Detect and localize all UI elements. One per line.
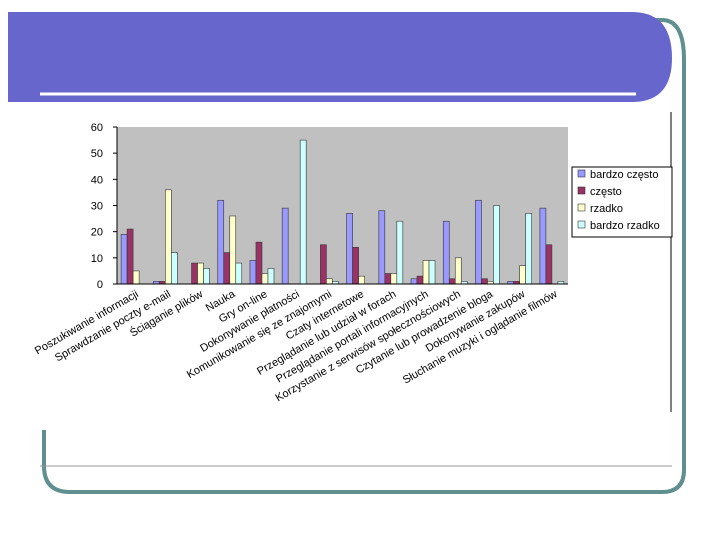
legend-label: rzadko [590,203,623,215]
y-ticks: 0 10 20 30 40 50 60 [91,122,117,291]
bar [352,247,359,285]
bar [197,262,204,285]
bar [396,220,404,285]
bar [203,267,210,285]
bar [223,252,231,285]
bar [410,278,418,285]
bar [448,278,456,285]
legend-box [571,166,673,238]
bar [165,189,172,285]
bar [320,244,327,285]
bar [261,273,269,285]
legend-swatch [577,203,586,212]
y-tick-label: 40 [91,174,103,186]
bar [281,207,289,285]
bar [299,139,307,285]
bar [493,205,500,285]
bar [132,270,140,285]
bar [428,260,436,285]
bar [475,199,482,285]
bar [378,210,386,285]
slide-border [40,18,686,494]
bar [442,220,450,285]
bar [255,241,263,285]
bar [346,213,353,285]
y-tick-label: 20 [91,227,103,239]
legend-swatch [577,220,586,229]
bar [390,273,398,285]
y-tick-label: 10 [91,253,103,265]
legend-items: bardzo często często rzadko bardzo rzadko [577,169,660,232]
bar [454,257,462,285]
y-tick-label: 30 [91,201,103,213]
bar [481,278,488,285]
bar [249,260,257,285]
y-tick-label: 50 [91,148,103,160]
y-tick-label: 0 [97,279,103,291]
legend: bardzo często często rzadko bardzo rzadko [571,166,673,238]
bar [171,252,178,285]
bar [539,207,547,285]
bar [416,275,424,285]
header-banner [8,12,672,102]
legend-label: bardzo rzadko [590,220,660,232]
bar [126,228,134,285]
y-tick-label: 60 [91,122,103,134]
bar [358,275,365,285]
legend-label: często [590,186,622,198]
bar [120,233,128,285]
bar [217,199,225,285]
bar [191,262,198,285]
legend-swatch [577,186,586,195]
legend-swatch [577,169,586,178]
plot-area [117,127,568,284]
bar [235,262,243,285]
legend-label: bardzo często [590,169,658,181]
bar [267,267,275,285]
bar [525,213,532,285]
bar [519,265,526,285]
bar [384,273,392,285]
bar [229,215,237,285]
bar [326,278,333,285]
bar [422,260,430,285]
bar [545,244,553,285]
